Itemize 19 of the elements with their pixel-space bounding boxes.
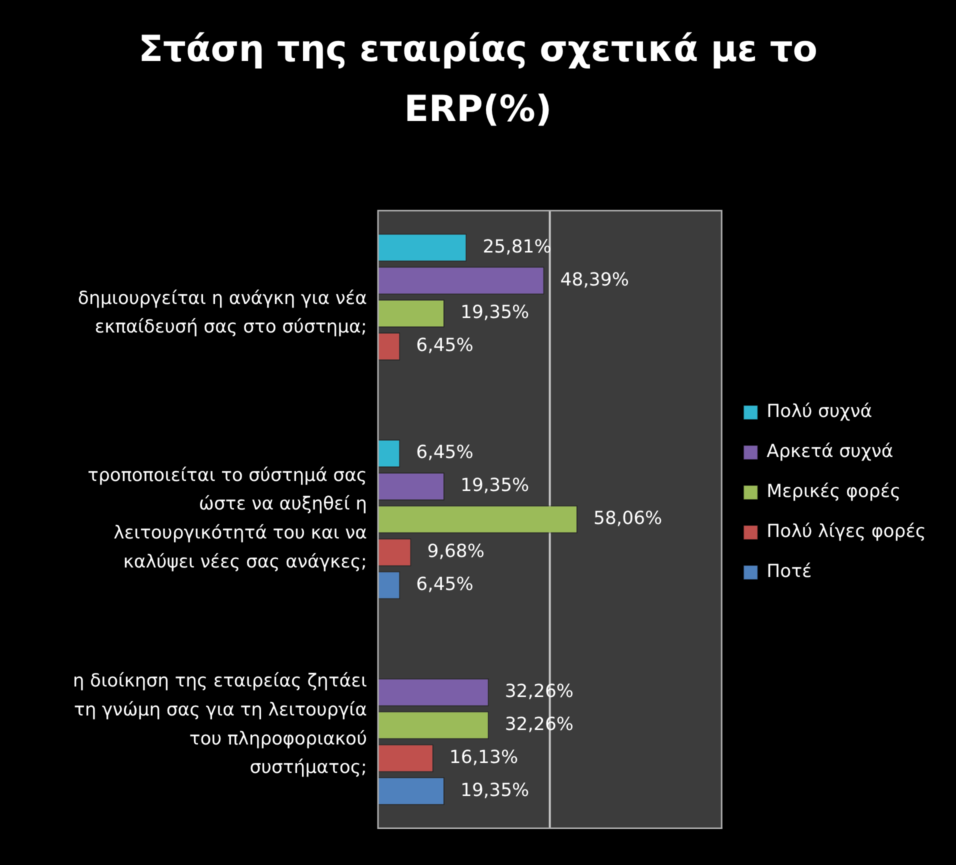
legend-label: Ποτέ (766, 561, 812, 582)
legend-label: Πολύ λίγες φορές (766, 521, 926, 542)
data-label: 48,39% (560, 269, 629, 290)
legend-label: Μερικές φορές (766, 481, 901, 502)
y-tick-label: δημιουργείται η ανάγκη για νέα εκπαίδευσή σας στο σύστημα; (78, 288, 367, 338)
y-tick-label: η διοίκηση της εταιρείας ζητάει τη γνώμη σας για τη λειτουργία του πληροφοριακού συστήματος; (72, 670, 367, 778)
y-tick-label: τροποποιείται το σύστημά σας ώστε να αυξηθεί η λειτουργικότητά του και να καλύψει νέες σας ανάγκες; (88, 464, 367, 572)
data-label: 16,13% (449, 746, 518, 768)
data-label: 9,68% (427, 541, 484, 562)
data-label: 19,35% (460, 302, 530, 324)
chart-title: Στάση της εταιρίας σχετικά με το ERP(%) (137, 28, 819, 132)
data-label: 6,45% (416, 335, 474, 356)
data-label: 6,45% (416, 442, 474, 464)
data-label: 58,06% (594, 508, 662, 530)
legend-label: Πολύ συχνά (766, 401, 872, 422)
data-label: 6,45% (416, 574, 474, 595)
data-label: 19,35% (460, 475, 530, 496)
data-label: 19,35% (460, 780, 530, 801)
legend-label: Αρκετά συχνά (766, 441, 894, 462)
